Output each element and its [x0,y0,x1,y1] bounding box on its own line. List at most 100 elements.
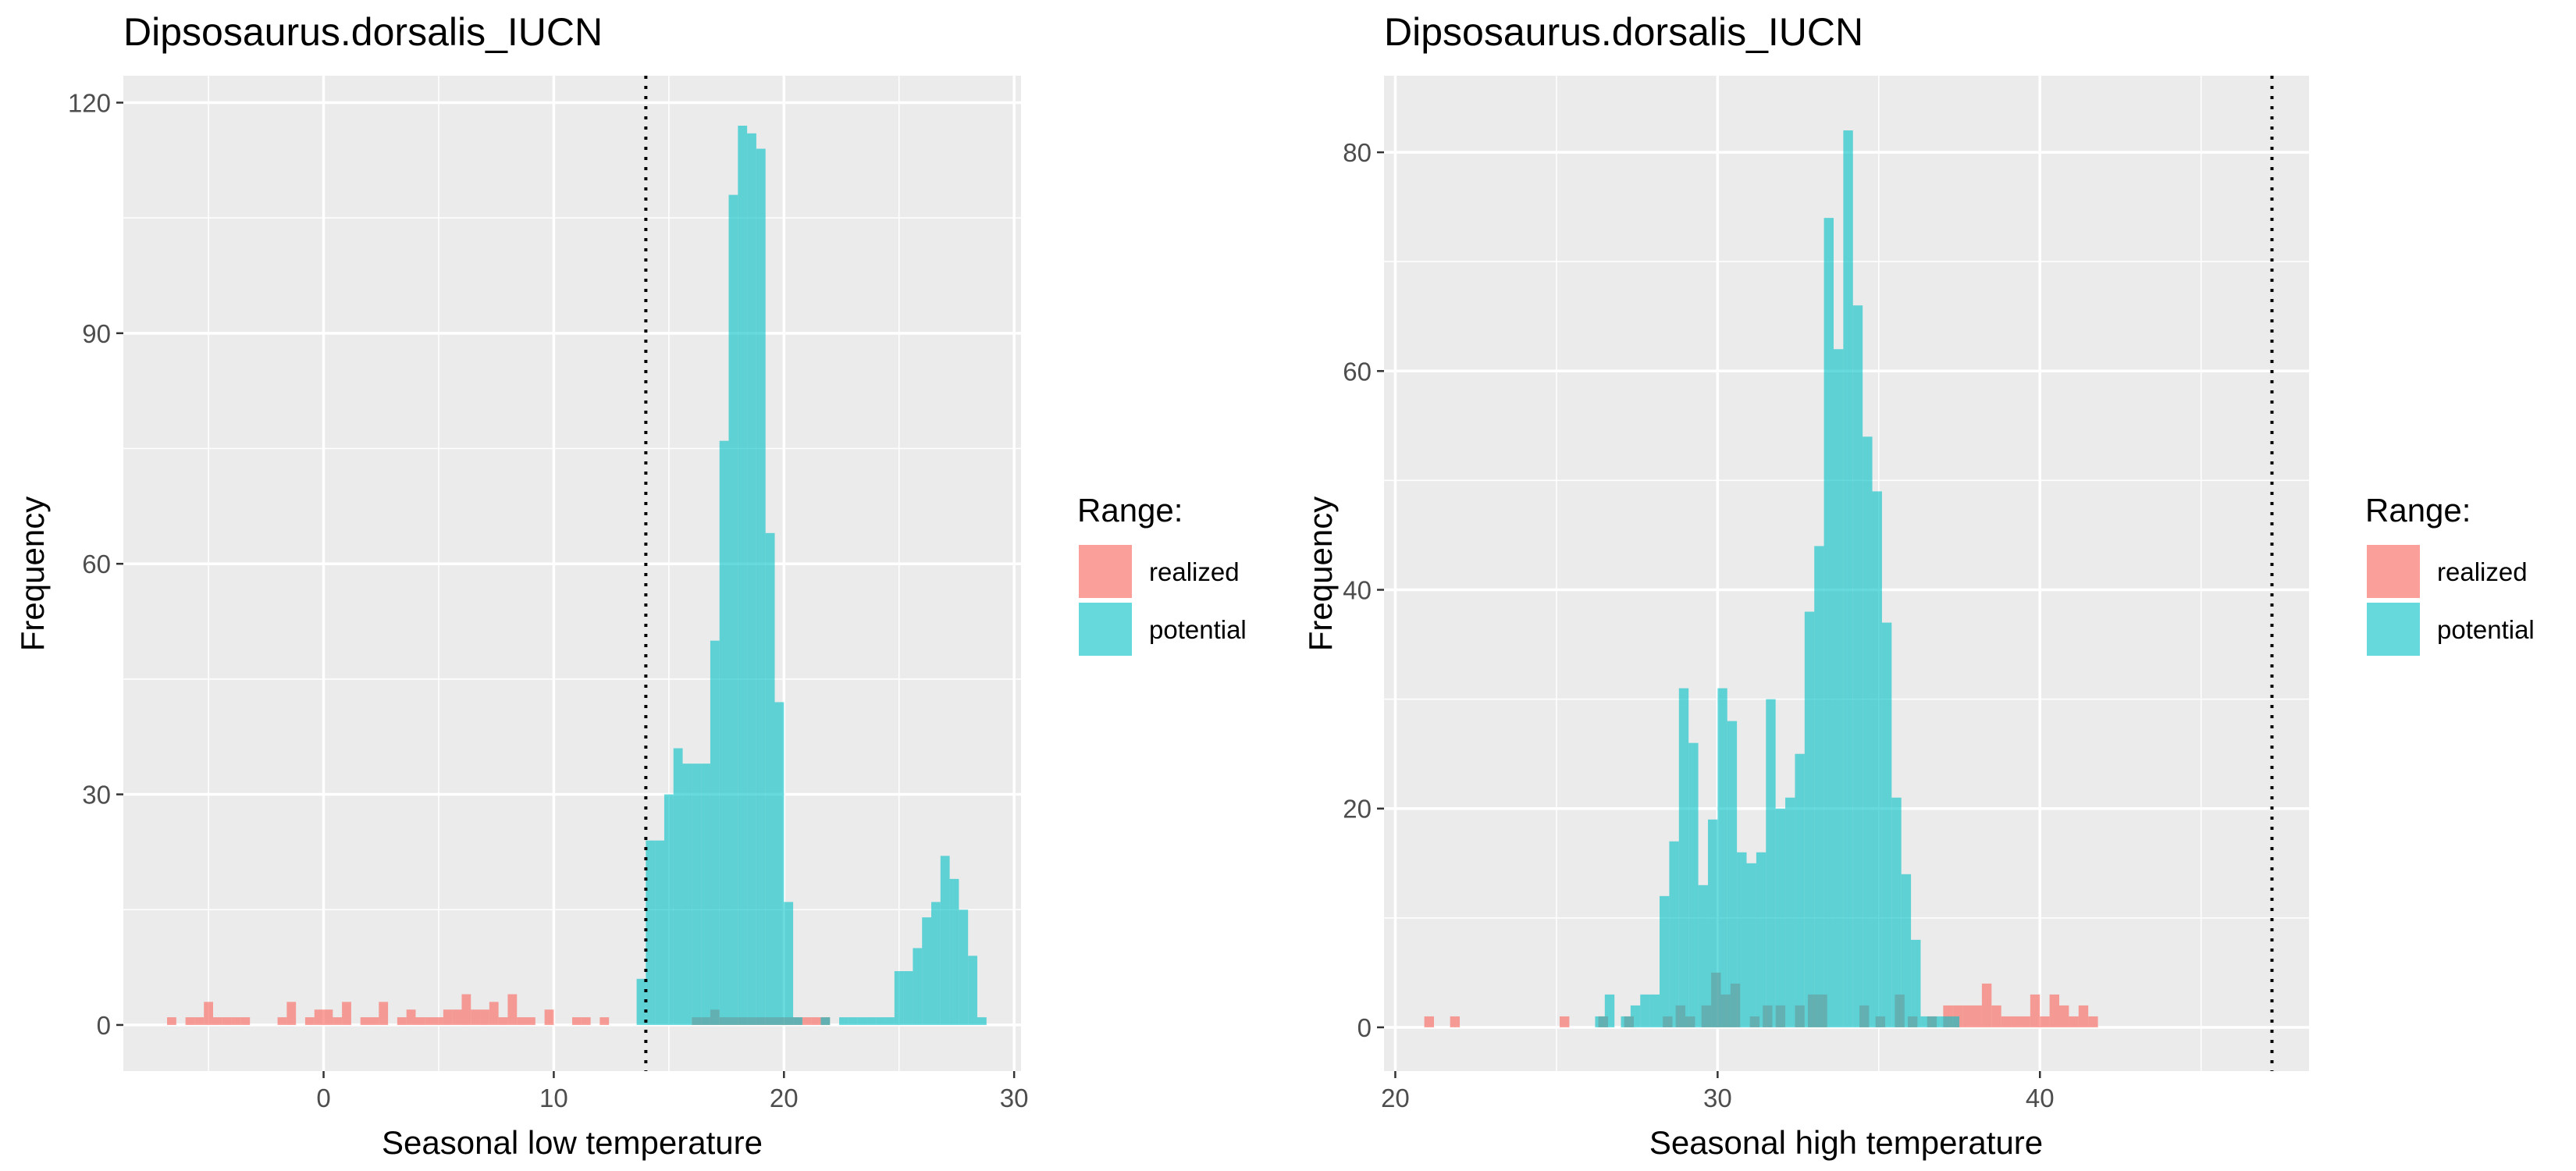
bar-potential [728,194,738,1025]
bar-realized [517,1017,527,1025]
bar-potential [968,956,977,1025]
bar-potential [1621,1016,1631,1027]
bar-realized [213,1017,222,1025]
bar-realized [397,1017,407,1025]
bar-realized [2078,1005,2089,1027]
bar-realized [507,994,518,1025]
bar-potential [1881,622,1892,1027]
bar-potential [1775,808,1786,1027]
bar-potential [1756,852,1767,1027]
histogram-bars [1424,130,2098,1027]
bar-potential [931,902,941,1025]
bar-potential [1727,721,1738,1027]
bar-potential [1911,939,1921,1027]
legend-label-realized: realized [1149,557,1240,586]
legend-label-potential: potential [1149,615,1247,644]
y-tick-label: 30 [82,781,111,810]
bar-potential [1863,436,1873,1027]
bar-potential [1823,218,1834,1027]
bar-realized [1991,1005,2001,1027]
bar-potential [1891,797,1902,1027]
y-axis-title: Frequency [14,497,51,651]
bar-realized [802,1017,812,1025]
bar-potential [784,902,794,1025]
bar-realized [2040,1016,2050,1027]
bar-potential [903,971,913,1025]
x-tick-label: 10 [539,1084,568,1112]
bar-potential [682,763,692,1025]
bar-potential [1746,863,1756,1027]
chart-title: Dipsosaurus.dorsalis_IUCN [123,10,603,54]
bar-potential [1640,994,1650,1027]
bar-realized [194,1017,205,1025]
legend-title: Range: [1077,492,1183,529]
x-axis: 0 10 20 30 [316,1071,1029,1112]
bar-realized [443,1009,453,1025]
y-tick-label: 120 [68,88,111,117]
bar-realized [471,1009,481,1025]
bar-potential [1814,546,1824,1027]
bar-realized [342,1002,351,1025]
bar-realized [314,1009,324,1025]
bar-realized [304,1017,315,1025]
histogram-high-temperature: 20 30 40 0 20 40 60 80 Dipsosaurus.dorsalis_IU… [1302,10,2535,1161]
bar-realized [240,1017,251,1025]
bar-potential [1660,895,1670,1027]
bar-potential [885,1017,895,1025]
bar-potential [1785,797,1795,1027]
bar-potential [701,763,710,1025]
y-axis: 0 30 60 90 120 [68,88,123,1040]
x-axis: 20 30 40 [1381,1071,2055,1112]
bar-realized [2030,994,2041,1027]
bar-potential [765,532,775,1025]
bar-potential [913,948,923,1025]
bar-realized [406,1009,416,1025]
bar-potential [646,840,656,1025]
bar-potential [719,440,729,1025]
y-tick-label: 40 [1343,576,1372,605]
legend-key-realized [2367,545,2420,598]
bar-realized [572,1017,582,1025]
bar-realized [2020,1016,2030,1027]
bar-potential [636,978,646,1025]
bar-realized [333,1017,343,1025]
bar-realized [2049,994,2060,1027]
bar-realized [1450,1016,1461,1027]
bar-potential [738,125,748,1025]
bar-realized [415,1017,425,1025]
chart-title: Dipsosaurus.dorsalis_IUCN [1384,10,1863,54]
bar-potential [1698,884,1708,1027]
legend-title: Range: [2365,492,2471,529]
histogram-low-temperature: 0 10 20 30 0 30 60 90 120 Dipsosaurus.dorsalis_… [14,10,1247,1161]
bar-potential [1737,852,1747,1027]
bar-realized [544,1009,554,1025]
x-tick-label: 20 [770,1084,799,1112]
bar-realized [461,994,471,1025]
legend-label-potential: potential [2437,615,2535,644]
bar-potential [866,1017,877,1025]
bar-potential [1595,1016,1605,1027]
bar-potential [848,1017,858,1025]
x-tick-label: 30 [1000,1084,1029,1112]
bar-potential [1833,349,1844,1027]
bar-realized [1560,1016,1570,1027]
bar-potential [1843,130,1853,1027]
y-tick-label: 60 [82,550,111,578]
bar-potential [1688,742,1699,1027]
bar-potential [894,971,904,1025]
bar-realized [379,1002,389,1025]
bar-realized [185,1017,195,1025]
bar-potential [710,640,720,1025]
bar-potential [922,917,931,1025]
bar-potential [747,133,756,1025]
bar-potential [1649,994,1660,1027]
bar-potential [1630,1005,1641,1027]
bar-realized [581,1017,591,1025]
y-axis: 0 20 40 60 80 [1343,138,1384,1042]
bar-potential [940,856,950,1025]
bar-potential [1940,1016,1950,1027]
bar-realized [167,1017,176,1025]
x-tick-label: 20 [1381,1084,1410,1112]
legend-key-potential [1079,603,1132,656]
y-tick-label: 0 [97,1011,111,1040]
